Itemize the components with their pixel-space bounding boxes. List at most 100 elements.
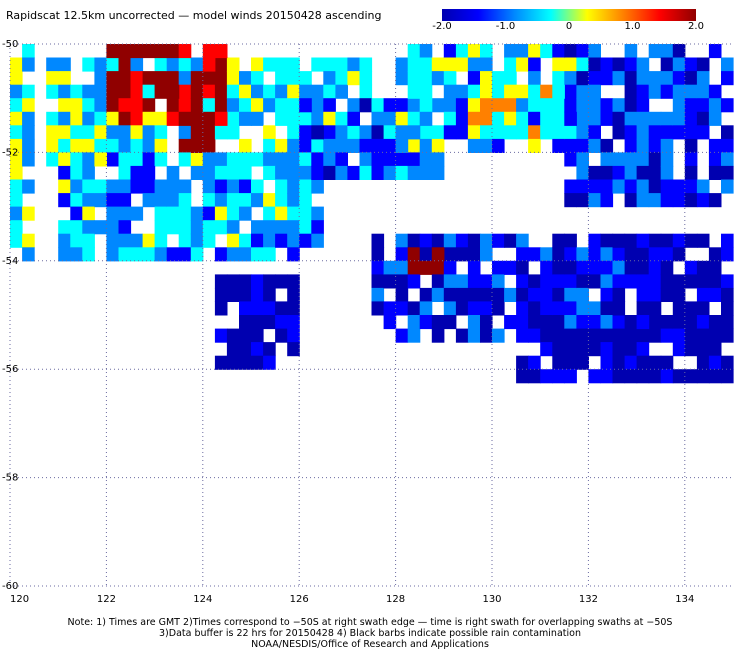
heatmap-cell bbox=[721, 179, 734, 194]
heatmap-cell bbox=[480, 71, 493, 86]
heatmap-cell bbox=[624, 328, 638, 343]
heatmap-cell bbox=[10, 165, 23, 180]
heatmap-cell bbox=[347, 138, 360, 153]
heatmap-cell bbox=[106, 220, 119, 235]
heatmap-cell bbox=[721, 355, 734, 370]
heatmap-cell bbox=[263, 193, 276, 208]
heatmap-cell bbox=[443, 274, 457, 289]
heatmap-cell bbox=[130, 71, 144, 86]
heatmap-cell bbox=[323, 98, 336, 113]
heatmap-cell bbox=[70, 193, 83, 208]
heatmap-cell bbox=[395, 287, 409, 302]
heatmap-cell bbox=[708, 44, 722, 59]
heatmap-cell bbox=[154, 71, 168, 86]
heatmap-cell bbox=[371, 98, 385, 113]
heatmap-cell bbox=[347, 125, 360, 140]
heatmap-cell bbox=[58, 220, 71, 235]
heatmap-cell bbox=[130, 44, 144, 59]
heatmap-cell bbox=[443, 287, 457, 302]
heatmap-cell bbox=[612, 328, 626, 343]
heatmap-cell bbox=[407, 233, 421, 248]
heatmap-cell bbox=[371, 138, 385, 153]
heatmap-cell bbox=[636, 71, 650, 86]
heatmap-cell bbox=[118, 206, 132, 221]
heatmap-cell bbox=[480, 247, 493, 262]
heatmap-cell bbox=[528, 369, 541, 384]
heatmap-cell bbox=[263, 220, 276, 235]
heatmap-cell bbox=[648, 84, 662, 99]
heatmap-cell bbox=[359, 165, 373, 180]
heatmap-cell bbox=[58, 125, 71, 140]
heatmap-cell bbox=[492, 287, 505, 302]
heatmap-cell bbox=[335, 125, 348, 140]
heatmap-cell bbox=[516, 247, 529, 262]
heatmap-cell bbox=[672, 301, 686, 316]
heatmap-cell bbox=[672, 247, 686, 262]
heatmap-cell bbox=[552, 328, 565, 343]
heatmap-cell bbox=[347, 71, 360, 86]
heatmap-cell bbox=[624, 355, 638, 370]
heatmap-cell bbox=[504, 287, 517, 302]
x-tick-label: 130 bbox=[482, 594, 501, 605]
map-title: Rapidscat 12.5km uncorrected — model win… bbox=[6, 9, 382, 22]
heatmap-cell bbox=[455, 328, 469, 343]
heatmap-cell bbox=[431, 165, 445, 180]
heatmap-cell bbox=[672, 233, 686, 248]
heatmap-cell bbox=[106, 233, 119, 248]
heatmap-cell bbox=[22, 233, 35, 248]
heatmap-cell bbox=[226, 274, 240, 289]
heatmap-cell bbox=[251, 247, 264, 262]
heatmap-cell bbox=[106, 44, 119, 59]
heatmap-cell bbox=[82, 111, 95, 126]
heatmap-cell bbox=[431, 287, 445, 302]
heatmap-cell bbox=[588, 138, 601, 153]
heatmap-cell bbox=[600, 152, 614, 167]
heatmap-cell bbox=[239, 193, 252, 208]
heatmap-cell bbox=[455, 125, 469, 140]
heatmap-cell bbox=[576, 84, 589, 99]
heatmap-cell bbox=[576, 138, 589, 153]
heatmap-cell bbox=[552, 125, 565, 140]
heatmap-cell bbox=[636, 301, 650, 316]
heatmap-cell bbox=[226, 342, 240, 357]
heatmap-cell bbox=[154, 220, 168, 235]
heatmap-cell bbox=[564, 287, 577, 302]
heatmap-cell bbox=[672, 287, 686, 302]
heatmap-cell bbox=[684, 193, 698, 208]
heatmap-cell bbox=[166, 84, 180, 99]
heatmap-cell bbox=[624, 193, 638, 208]
heatmap-cell bbox=[419, 233, 433, 248]
heatmap-cell bbox=[612, 179, 626, 194]
heatmap-cell bbox=[516, 287, 529, 302]
heatmap-cell bbox=[22, 44, 35, 59]
heatmap-cell bbox=[118, 71, 132, 86]
y-tick-label: -54 bbox=[2, 256, 18, 267]
heatmap-cell bbox=[648, 44, 662, 59]
y-tick-label: -50 bbox=[2, 39, 18, 50]
heatmap-cell bbox=[419, 287, 433, 302]
heatmap-cell bbox=[251, 179, 264, 194]
heatmap-cell bbox=[600, 315, 614, 330]
heatmap-cell bbox=[82, 98, 95, 113]
heatmap-cell bbox=[371, 260, 385, 275]
heatmap-cell bbox=[721, 152, 734, 167]
note-line-3: NOAA/NESDIS/Office of Research and Appli… bbox=[251, 639, 489, 650]
heatmap-cell bbox=[10, 57, 23, 72]
heatmap-cell bbox=[600, 111, 614, 126]
heatmap-cell bbox=[588, 84, 601, 99]
heatmap-cell bbox=[564, 84, 577, 99]
heatmap-cell bbox=[612, 57, 626, 72]
heatmap-cell bbox=[395, 57, 409, 72]
heatmap-cell bbox=[431, 138, 445, 153]
heatmap-cell bbox=[166, 220, 180, 235]
heatmap-cell bbox=[443, 98, 457, 113]
heatmap-cell bbox=[407, 301, 421, 316]
heatmap-cell bbox=[347, 165, 360, 180]
heatmap-cell bbox=[431, 274, 445, 289]
heatmap-cell bbox=[455, 274, 469, 289]
heatmap-cell bbox=[275, 193, 288, 208]
heatmap-cell bbox=[552, 98, 565, 113]
heatmap-cell bbox=[202, 98, 216, 113]
heatmap-cell bbox=[431, 260, 445, 275]
heatmap-cell bbox=[672, 44, 686, 59]
